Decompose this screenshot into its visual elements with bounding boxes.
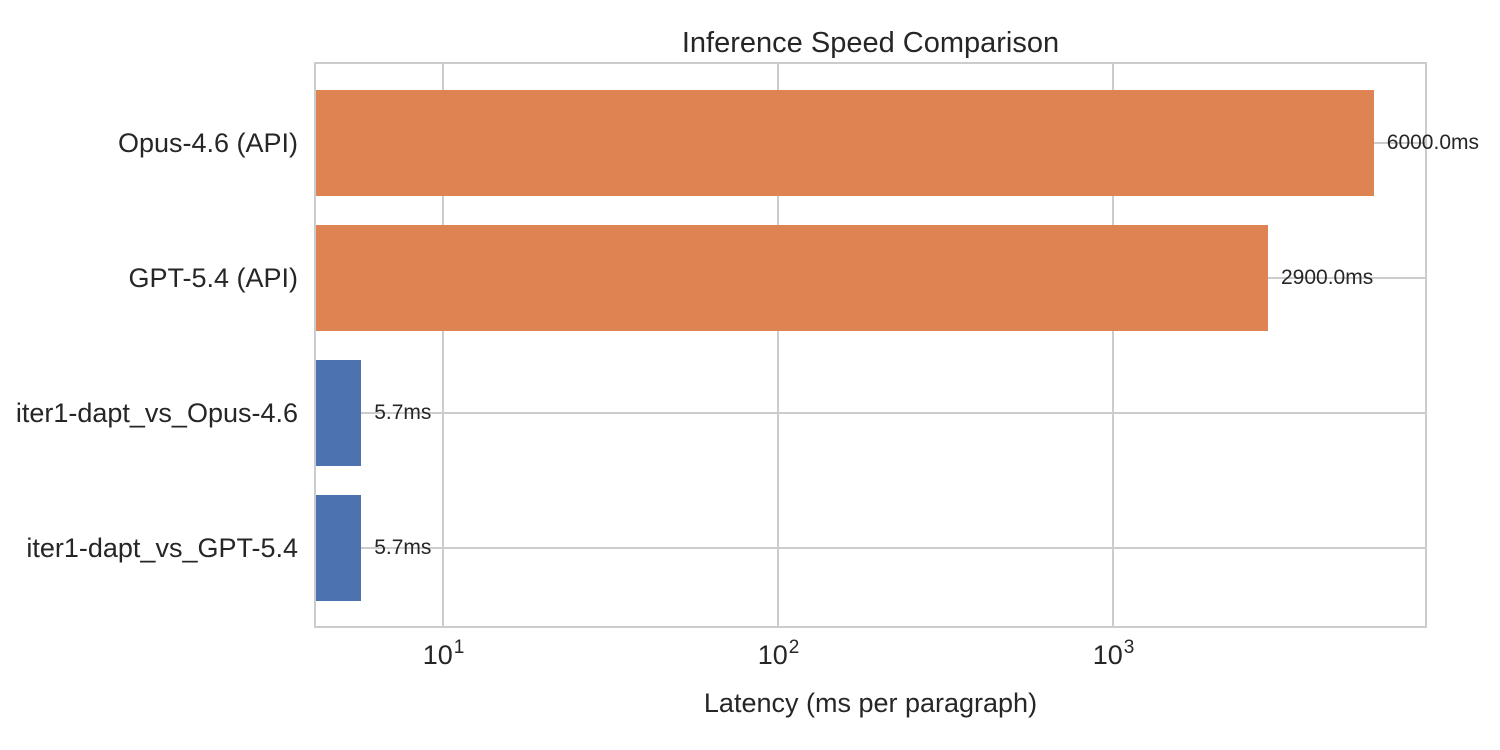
x-tick-exponent: 2 <box>788 637 800 658</box>
x-tick-base: 10 <box>422 640 453 670</box>
value-label: 2900.0ms <box>1280 266 1374 289</box>
value-label: 5.7ms <box>374 536 432 559</box>
y-tick-label: Opus-4.6 (API) <box>117 128 298 158</box>
grid-line-horizontal <box>314 412 1427 414</box>
chart-title: Inference Speed Comparison <box>681 27 1060 59</box>
bar-gpt-5.4-api- <box>314 225 1268 331</box>
grid-line-vertical <box>777 62 780 628</box>
x-tick-base: 10 <box>757 640 788 670</box>
y-tick-label: GPT-5.4 (API) <box>128 263 298 293</box>
bar-iter1-dapt-vs-opus-4.6 <box>314 360 362 466</box>
x-tick-base: 10 <box>1092 640 1123 670</box>
x-tick-exponent: 1 <box>453 637 465 658</box>
x-tick-exponent: 3 <box>1123 637 1135 658</box>
bar-iter1-dapt-vs-gpt-5.4 <box>314 495 362 601</box>
x-tick-label: 103 <box>1033 637 1193 671</box>
value-label: 5.7ms <box>374 401 432 424</box>
grid-line-vertical <box>442 62 445 628</box>
value-label: 6000.0ms <box>1386 131 1479 154</box>
y-tick-label: iter1-dapt_vs_GPT-5.4 <box>26 533 298 563</box>
y-tick-label: iter1-dapt_vs_Opus-4.6 <box>15 398 298 428</box>
x-axis-label: Latency (ms per paragraph) <box>703 688 1038 718</box>
bar-opus-4.6-api- <box>314 90 1374 196</box>
x-tick-label: 101 <box>363 637 523 671</box>
x-tick-label: 102 <box>698 637 858 671</box>
grid-line-vertical <box>1112 62 1115 628</box>
grid-line-horizontal <box>314 547 1427 549</box>
